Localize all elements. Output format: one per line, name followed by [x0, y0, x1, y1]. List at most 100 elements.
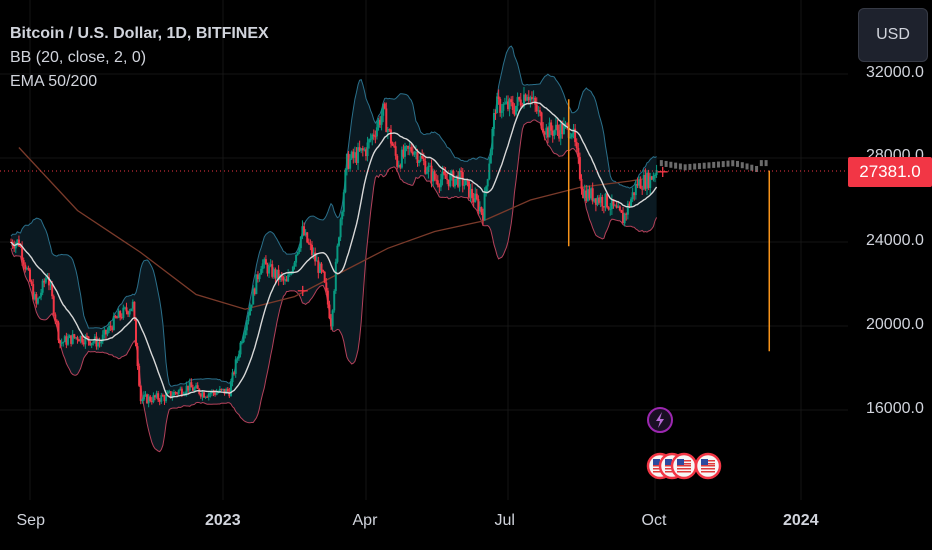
- candle-body: [439, 179, 442, 188]
- candle-body: [513, 109, 516, 115]
- candle-body: [588, 189, 591, 199]
- candle-body: [147, 396, 150, 404]
- candle-body: [236, 358, 239, 360]
- candle-body: [120, 317, 123, 319]
- candle-body: [331, 310, 334, 327]
- candle-body: [389, 129, 392, 144]
- candle-body: [585, 190, 588, 201]
- marker-cross: +: [656, 162, 669, 181]
- candle-body: [239, 342, 242, 355]
- projection-bar: [750, 164, 754, 171]
- candle-body: [524, 94, 527, 101]
- candle-body: [497, 96, 500, 100]
- candle-body: [169, 391, 172, 398]
- flag-stripe: [701, 468, 715, 470]
- candle-body: [123, 307, 126, 309]
- candle-body: [391, 143, 394, 146]
- candle-body: [368, 139, 371, 143]
- candle-body: [559, 123, 562, 139]
- candle-body: [333, 290, 336, 311]
- candle-body: [62, 342, 65, 344]
- candle-body: [76, 337, 79, 340]
- indicator-ema[interactable]: EMA 50/200: [10, 73, 98, 90]
- candle-body: [475, 193, 478, 200]
- flag-stripe: [677, 471, 691, 473]
- candle-body: [386, 129, 389, 133]
- projection-bar: [707, 162, 711, 169]
- candle-body: [29, 269, 31, 282]
- flag-stripe: [701, 465, 715, 467]
- candle-body: [441, 171, 444, 180]
- candle-body: [326, 290, 329, 305]
- candle-body: [532, 97, 535, 100]
- candle-body: [144, 394, 147, 396]
- bollinger-lower-line: [10, 119, 658, 453]
- candle-body: [177, 390, 180, 394]
- candle-body: [325, 282, 328, 291]
- candle-body: [191, 387, 194, 391]
- candle-body: [288, 273, 291, 275]
- candle-body: [606, 193, 609, 208]
- currency-button[interactable]: USD: [858, 8, 928, 62]
- candle-body: [474, 193, 477, 203]
- candle-body: [496, 96, 499, 114]
- candle-body: [548, 122, 551, 138]
- candle-body: [598, 197, 601, 203]
- candle-body: [97, 342, 100, 347]
- candle-body: [602, 206, 605, 208]
- candle-body: [471, 188, 474, 199]
- candle-body: [304, 232, 307, 236]
- projection-bar: [712, 161, 716, 168]
- candle-body: [449, 174, 452, 187]
- candle-body: [339, 219, 342, 238]
- candle-body: [453, 178, 456, 187]
- candle-body: [400, 149, 403, 168]
- candle-body: [141, 399, 144, 402]
- candle-body: [543, 132, 546, 135]
- candle-body: [245, 321, 248, 331]
- candle-body: [41, 280, 44, 293]
- candle-body: [630, 199, 633, 207]
- candle-body: [250, 304, 253, 308]
- candle-body: [424, 161, 427, 174]
- projection-bar: [740, 162, 744, 169]
- symbol-title[interactable]: Bitcoin / U.S. Dollar, 1D, BITFINEX: [10, 25, 269, 42]
- candle-body: [138, 365, 141, 386]
- candle-body: [583, 190, 586, 199]
- candle-body: [214, 392, 217, 395]
- candle-body: [488, 163, 491, 180]
- candle-body: [290, 273, 293, 275]
- candle-body: [421, 156, 424, 159]
- candle-body: [561, 123, 564, 135]
- candle-body: [534, 97, 537, 105]
- candle-body: [266, 264, 269, 274]
- candle-body: [361, 148, 364, 151]
- candle-body: [492, 113, 495, 129]
- candle-body: [642, 175, 645, 190]
- candle-body: [347, 153, 350, 169]
- candle-body: [489, 149, 492, 164]
- projection-bar: [716, 161, 720, 168]
- projection-bar: [683, 164, 687, 171]
- candle-body: [155, 393, 158, 398]
- indicator-bollinger-bands[interactable]: BB (20, close, 2, 0): [10, 49, 147, 66]
- candle-body: [438, 185, 441, 188]
- candle-body: [649, 176, 652, 188]
- candle-body: [394, 146, 397, 156]
- candle-body: [558, 130, 561, 139]
- candle-body: [116, 317, 119, 319]
- candle-body: [483, 192, 486, 221]
- candle-body: [229, 382, 232, 397]
- candle-body: [508, 99, 511, 110]
- candle-body: [206, 396, 209, 398]
- candle-body: [591, 188, 594, 202]
- candle-body: [372, 134, 375, 137]
- candle-body: [631, 192, 634, 200]
- candle-body: [652, 175, 655, 180]
- candle-body: [60, 342, 63, 344]
- projection-bar: [764, 160, 768, 167]
- candle-body: [100, 341, 103, 344]
- candle-body: [307, 242, 310, 244]
